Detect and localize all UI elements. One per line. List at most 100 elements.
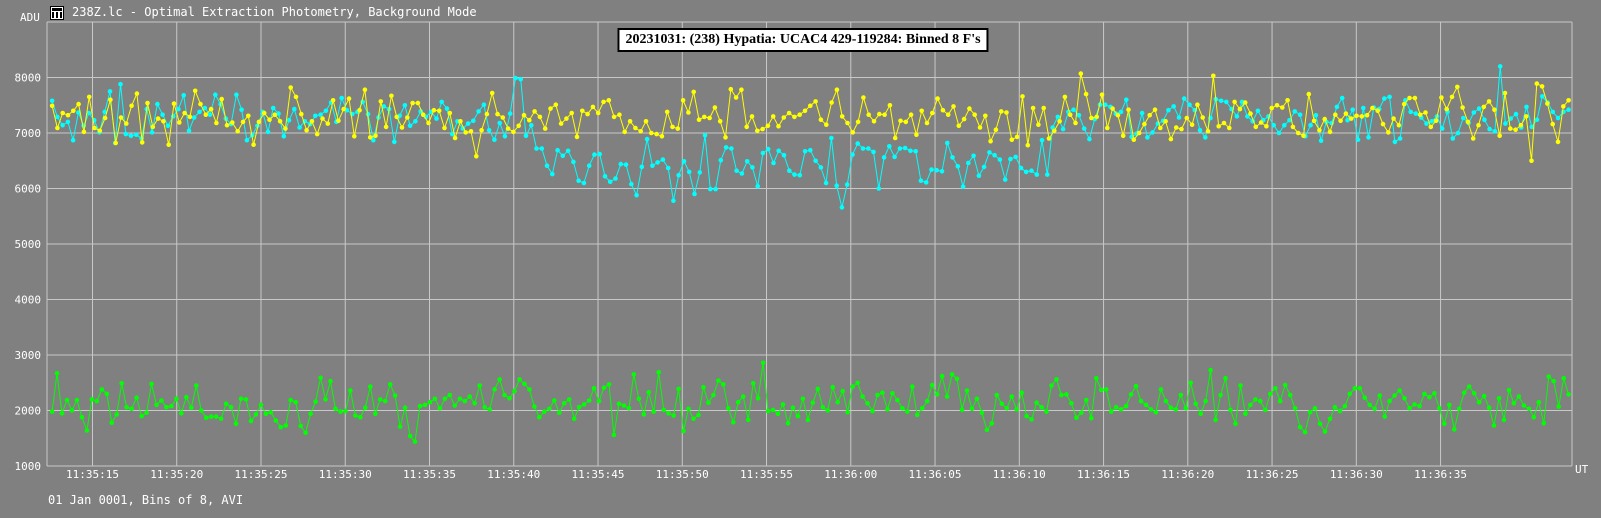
data-point xyxy=(666,411,671,416)
data-point xyxy=(235,129,240,134)
data-point xyxy=(174,396,179,402)
data-point xyxy=(829,100,834,105)
data-point xyxy=(1166,107,1171,113)
data-point xyxy=(109,420,114,426)
data-point xyxy=(877,111,882,117)
data-point xyxy=(875,392,880,398)
data-point xyxy=(776,148,781,154)
x-tick-label: 11:35:55 xyxy=(740,468,793,481)
data-point xyxy=(606,98,612,103)
data-point xyxy=(238,396,244,402)
data-point xyxy=(633,125,638,131)
data-point xyxy=(261,110,267,116)
data-point xyxy=(487,407,492,412)
data-point xyxy=(606,382,612,387)
data-point xyxy=(1444,106,1449,112)
data-point xyxy=(1386,130,1391,135)
data-point xyxy=(839,114,845,119)
data-point xyxy=(1187,102,1192,107)
data-point xyxy=(890,391,895,396)
data-point xyxy=(102,115,108,121)
data-point xyxy=(191,115,197,120)
x-axis-label: UT xyxy=(1575,463,1589,476)
data-point xyxy=(755,396,761,401)
data-point xyxy=(1367,402,1372,408)
data-point xyxy=(1392,393,1397,398)
data-point xyxy=(1391,116,1396,121)
data-point xyxy=(1014,407,1019,412)
data-point xyxy=(1312,406,1318,411)
data-point xyxy=(184,394,189,400)
data-point xyxy=(802,149,808,154)
data-point xyxy=(1339,95,1345,101)
data-point xyxy=(934,167,939,173)
data-point xyxy=(318,112,323,117)
data-point xyxy=(165,123,171,129)
data-point xyxy=(516,123,521,129)
data-point xyxy=(1110,106,1115,111)
data-point xyxy=(866,146,871,151)
data-point xyxy=(248,418,254,424)
data-point xyxy=(1311,118,1317,124)
data-point xyxy=(860,146,866,151)
data-point xyxy=(1218,392,1223,398)
x-tick-label: 11:35:35 xyxy=(403,468,456,481)
data-point xyxy=(770,407,776,413)
data-point xyxy=(1292,109,1298,114)
data-point xyxy=(1213,417,1218,423)
data-point xyxy=(1295,130,1301,136)
data-point xyxy=(1271,122,1276,128)
data-point xyxy=(1203,135,1208,140)
data-point xyxy=(129,406,134,412)
data-point xyxy=(176,106,181,112)
data-point xyxy=(1076,112,1082,118)
data-point xyxy=(1211,73,1216,79)
data-point xyxy=(1491,423,1497,428)
data-point xyxy=(1118,407,1124,412)
data-point xyxy=(387,382,393,387)
y-tick-label: 5000 xyxy=(15,238,42,251)
data-point xyxy=(1197,127,1203,133)
data-point xyxy=(447,110,453,116)
data-point xyxy=(1413,111,1419,116)
data-point xyxy=(611,432,617,438)
data-point xyxy=(1555,139,1561,145)
data-point xyxy=(787,168,792,173)
data-point xyxy=(1506,387,1512,393)
data-point xyxy=(613,176,618,181)
data-point xyxy=(960,184,966,190)
x-tick-label: 11:35:45 xyxy=(572,468,625,481)
data-point xyxy=(468,129,474,134)
data-point xyxy=(1545,101,1550,106)
data-point xyxy=(1466,384,1472,389)
data-point xyxy=(1113,404,1119,410)
data-point xyxy=(164,404,169,410)
data-point xyxy=(576,404,582,410)
data-point xyxy=(1292,406,1298,411)
data-point xyxy=(708,186,713,192)
data-point xyxy=(671,413,676,418)
data-point xyxy=(702,114,707,120)
axes: 1000 2000 3000 4000 5000 6000 7000 8000 11:35:15… xyxy=(15,21,1573,481)
data-point xyxy=(897,146,903,151)
data-point xyxy=(1258,398,1263,404)
data-point xyxy=(382,398,388,404)
data-point xyxy=(113,140,118,146)
data-point xyxy=(1439,126,1445,131)
data-point xyxy=(482,404,488,410)
data-point xyxy=(792,172,797,177)
data-point xyxy=(1523,114,1529,119)
data-point xyxy=(1105,125,1110,131)
data-point xyxy=(1508,126,1513,131)
data-point xyxy=(574,134,580,140)
data-point xyxy=(813,99,818,104)
data-point xyxy=(934,392,940,397)
data-point xyxy=(377,397,383,402)
data-point xyxy=(571,416,577,422)
data-point xyxy=(595,110,601,116)
data-point xyxy=(1401,101,1407,107)
data-point xyxy=(1550,109,1556,115)
data-point xyxy=(392,139,397,145)
data-point xyxy=(1188,380,1193,386)
data-point xyxy=(840,388,845,394)
